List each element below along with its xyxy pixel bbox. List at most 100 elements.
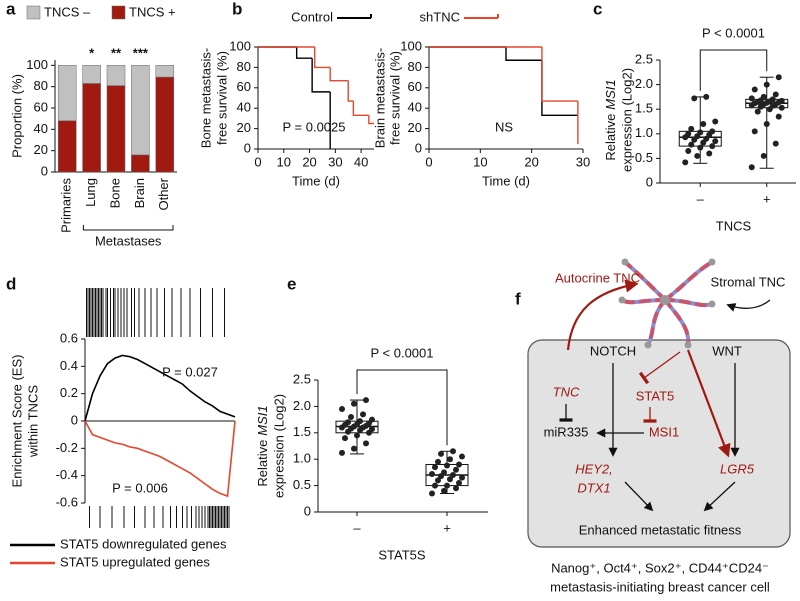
y-tick-label: 0.6 — [60, 330, 78, 345]
panel-label: d — [6, 274, 16, 293]
y-tick-label: 1.0 — [635, 125, 653, 140]
x-tick-label: – — [697, 191, 705, 206]
annotation: P < 0.0001 — [370, 345, 433, 360]
y-tick-label: 60 — [34, 99, 48, 114]
survival-step — [295, 47, 313, 59]
x-axis-label: TNCS — [716, 218, 752, 233]
data-point — [363, 397, 369, 404]
y-tick-label: 60 — [237, 79, 251, 94]
y-tick-label: 0 — [646, 174, 653, 189]
survival-step — [505, 47, 542, 61]
diagram-label: TNC — [553, 384, 580, 399]
y-tick-label: 20 — [408, 120, 422, 135]
annotation: P < 0.0001 — [702, 25, 765, 40]
annotation: P = 0.027 — [162, 364, 218, 379]
es-curve — [84, 420, 236, 498]
y-axis-label: Enrichment Score (ES) — [9, 355, 24, 488]
survival-step — [347, 80, 354, 102]
y-tick-label: 100 — [400, 38, 422, 53]
y-tick-label: 1.5 — [635, 101, 653, 116]
diagram-label: NOTCH — [590, 343, 636, 358]
y-axis-label: Brain metastasis- — [372, 48, 387, 148]
data-point — [763, 120, 770, 127]
group-label: Metastases — [95, 233, 162, 248]
data-point — [456, 461, 462, 468]
data-point — [360, 411, 366, 418]
panel-label: b — [232, 0, 242, 18]
significance: * — [89, 45, 95, 60]
x-tick-label: 0 — [254, 154, 261, 169]
legend-label: STAT5 upregulated genes — [60, 554, 210, 569]
y-tick-label: 40 — [237, 100, 251, 115]
y-tick-label: 20 — [237, 120, 251, 135]
data-point — [435, 458, 441, 465]
y-axis-label: within TNCS — [25, 385, 40, 458]
data-point — [441, 487, 447, 494]
significance-bracket — [699, 49, 768, 91]
data-point — [456, 479, 462, 486]
data-point — [697, 144, 704, 151]
y-tick-label: -0.4 — [56, 467, 78, 482]
diagram-label: HEY2, — [575, 461, 613, 476]
x-axis-label: Time (d) — [292, 173, 340, 188]
legend-line — [337, 14, 372, 19]
survival-step — [329, 67, 349, 82]
data-point — [447, 476, 453, 483]
data-point — [778, 104, 785, 111]
y-tick-label: 0 — [415, 140, 422, 155]
bar-segment — [155, 65, 175, 78]
diagram-label: STAT5 — [636, 388, 675, 403]
data-point — [339, 406, 345, 413]
bar-segment — [82, 65, 101, 84]
data-point — [712, 138, 719, 145]
data-point — [432, 464, 438, 471]
legend-label: shTNC — [420, 9, 460, 24]
legend-label: STAT5 downregulated genes — [60, 536, 227, 551]
y-tick-label: 0 — [71, 412, 78, 427]
annotation: NS — [495, 119, 513, 134]
y-tick-label: 0 — [41, 163, 48, 178]
data-point — [769, 96, 776, 103]
y-tick-label: 80 — [34, 78, 48, 93]
bar-segment — [106, 85, 126, 173]
legend-line — [464, 14, 499, 19]
legend-swatch — [111, 5, 126, 20]
diagram-label: miR335 — [544, 424, 589, 439]
lgr5-outcome-arrow — [703, 481, 736, 512]
data-point — [447, 456, 453, 463]
data-point — [441, 469, 447, 476]
y-tick-label: 60 — [408, 79, 422, 94]
diagram-label: Autocrine TNC — [555, 270, 640, 285]
data-point — [459, 453, 465, 460]
data-point — [775, 113, 782, 120]
data-point — [712, 118, 719, 125]
x-tick-label: 30 — [576, 154, 590, 169]
diagram: Autocrine TNC Stromal TNC NOTCH WNT TNC … — [527, 258, 791, 594]
data-point — [691, 95, 698, 102]
data-point — [363, 440, 369, 447]
y-axis-label: free survival (%) — [214, 51, 229, 145]
x-tick-label: Brain — [132, 178, 147, 208]
data-point — [342, 435, 348, 442]
bar-segment — [131, 65, 150, 156]
data-point — [700, 120, 707, 127]
data-point — [754, 108, 761, 115]
tnc-fibers — [618, 258, 716, 349]
data-point — [369, 426, 375, 433]
significance: ** — [111, 45, 122, 60]
diagram-label: MSI1 — [649, 424, 679, 439]
y-tick-label: 0.4 — [60, 358, 78, 373]
data-point — [706, 150, 713, 157]
bar-segment — [57, 65, 77, 122]
y-tick-label: 2.5 — [635, 51, 653, 66]
data-point — [345, 419, 351, 426]
data-point — [429, 490, 435, 497]
data-point — [685, 130, 692, 137]
diagram-caption: metastasis-initiating breast cancer cell — [550, 579, 770, 594]
y-axis-label: expression (Log2) — [619, 68, 634, 172]
bar-segment — [106, 65, 126, 86]
y-axis-label: Bone metastasis- — [198, 48, 213, 148]
data-point — [760, 152, 767, 159]
cell-body — [527, 339, 791, 548]
